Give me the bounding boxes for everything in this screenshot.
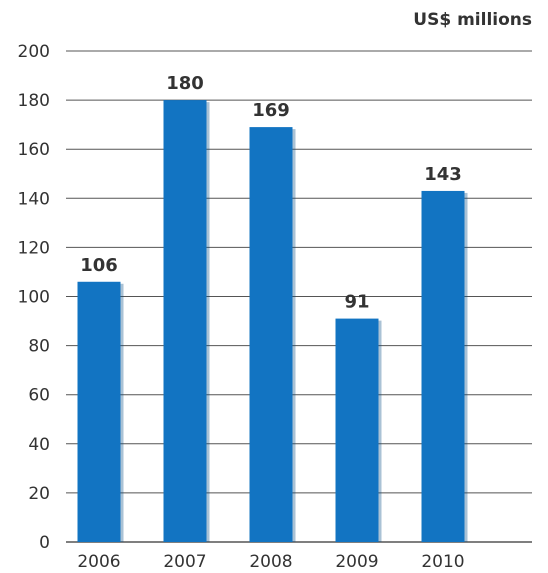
y-tick-label: 200 xyxy=(18,42,50,62)
y-axis-ticks: 0 20 40 60 80 100 120 140 160 180 200 xyxy=(18,42,50,553)
data-label-2009: 91 xyxy=(344,292,369,313)
y-tick-label: 160 xyxy=(18,140,50,160)
data-labels: 106 180 169 91 143 xyxy=(80,73,462,312)
bar-2008 xyxy=(249,127,293,542)
unit-label: US$ millions xyxy=(413,10,532,30)
y-tick-label: 140 xyxy=(18,189,50,209)
y-tick-label: 0 xyxy=(39,533,50,553)
bars xyxy=(77,100,468,543)
data-label-2006: 106 xyxy=(80,255,118,276)
x-tick-label: 2010 xyxy=(421,552,464,572)
bar-2009 xyxy=(335,318,379,542)
y-tick-label: 60 xyxy=(28,386,50,406)
x-tick-label: 2009 xyxy=(335,552,378,572)
x-tick-label: 2006 xyxy=(77,552,120,572)
y-tick-label: 120 xyxy=(18,238,50,258)
y-tick-label: 40 xyxy=(28,435,50,455)
x-axis-ticks: 2006 2007 2008 2009 2010 xyxy=(77,552,464,572)
gridlines xyxy=(66,50,532,543)
x-tick-label: 2008 xyxy=(249,552,292,572)
data-label-2010: 143 xyxy=(424,164,462,185)
data-label-2008: 169 xyxy=(252,100,290,121)
y-tick-label: 20 xyxy=(28,484,50,504)
bar-2007 xyxy=(163,100,207,542)
bar-2010 xyxy=(421,190,465,542)
data-label-2007: 180 xyxy=(166,73,204,94)
y-tick-label: 80 xyxy=(28,337,50,357)
y-tick-label: 180 xyxy=(18,91,50,111)
x-tick-label: 2007 xyxy=(163,552,206,572)
bar-2006 xyxy=(77,281,121,542)
y-tick-label: 100 xyxy=(18,288,50,308)
